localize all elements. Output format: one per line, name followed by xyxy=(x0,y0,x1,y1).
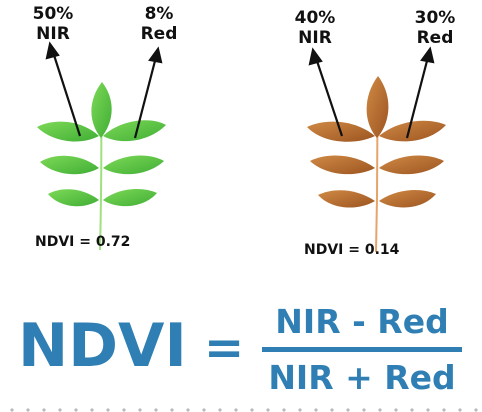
stressed-nir-band: NIR xyxy=(298,28,332,48)
healthy-nir-band: NIR xyxy=(36,24,70,44)
stressed-ndvi-value: NDVI = 0.14 xyxy=(304,242,400,258)
fraction-bar xyxy=(262,347,462,352)
healthy-nir-label: 50% NIR xyxy=(22,4,84,44)
formula-denominator: NIR + Red xyxy=(268,358,456,397)
healthy-red-percent: 8% xyxy=(144,4,174,24)
formula-numerator: NIR - Red xyxy=(275,302,449,341)
stressed-nir-percent: 40% xyxy=(294,8,336,28)
stressed-nir-arrow xyxy=(308,47,344,137)
stressed-nir-label: 40% NIR xyxy=(284,8,346,48)
stressed-red-percent: 30% xyxy=(414,8,456,28)
healthy-leaf xyxy=(37,82,166,251)
stressed-red-band: Red xyxy=(416,28,454,48)
stressed-red-label: 30% Red xyxy=(404,8,466,48)
formula-equals: = xyxy=(204,320,245,376)
stressed-red-arrow xyxy=(405,46,435,139)
healthy-ndvi-value: NDVI = 0.72 xyxy=(35,234,131,250)
healthy-red-arrow xyxy=(133,46,163,139)
healthy-red-label: 8% Red xyxy=(128,4,190,44)
stressed-leaf xyxy=(307,76,446,253)
healthy-red-band: Red xyxy=(140,24,178,44)
healthy-nir-percent: 50% xyxy=(32,4,74,24)
formula-lhs: NDVI xyxy=(18,311,187,381)
healthy-nir-arrow xyxy=(45,41,82,137)
dotted-border xyxy=(0,404,482,412)
